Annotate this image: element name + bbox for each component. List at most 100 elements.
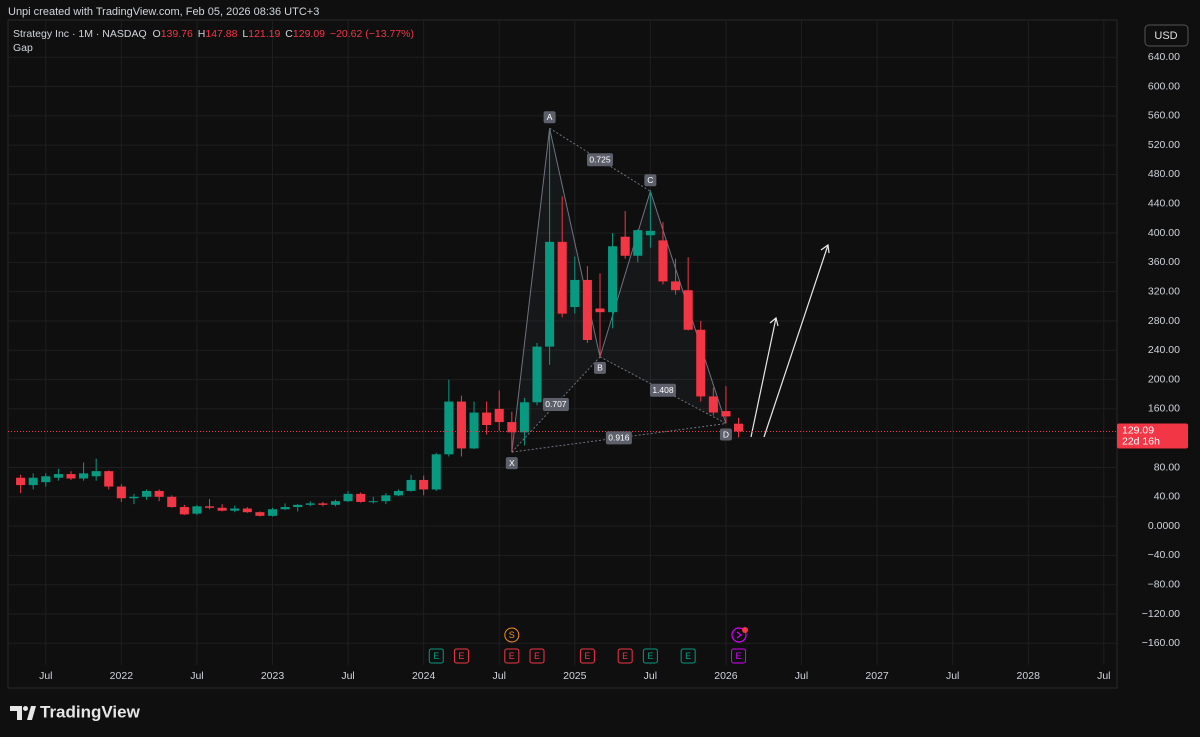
candle-body: [66, 474, 76, 479]
x-tick-label: Jul: [493, 670, 506, 682]
y-tick-label: 40.00: [1154, 491, 1180, 503]
x-tick-label: 2023: [261, 670, 285, 682]
y-tick-label: 400.00: [1148, 227, 1180, 239]
event-label: E: [509, 651, 515, 661]
event-marker[interactable]: [453, 648, 469, 664]
candle-body: [242, 508, 252, 513]
event-label: E: [433, 651, 439, 661]
projection-arrows: [750, 243, 830, 438]
candle-body: [142, 490, 152, 497]
candle-body: [431, 454, 441, 490]
candle-body: [230, 508, 240, 511]
candle-body: [620, 236, 630, 256]
event-marker[interactable]: [504, 627, 520, 643]
y-tick-label: 0.0000: [1148, 520, 1180, 532]
candle-body: [53, 474, 63, 478]
candle-body: [406, 479, 416, 491]
candle-body: [305, 503, 315, 505]
ratio-label: 1.408: [652, 385, 674, 395]
legend-value: 147.88: [205, 28, 237, 40]
candle-body: [570, 279, 580, 308]
event-marker[interactable]: [504, 648, 520, 664]
point-label: X: [509, 458, 515, 468]
event-marker[interactable]: [529, 648, 545, 664]
legend-value: 129.09: [293, 28, 325, 40]
candle-body: [507, 422, 517, 433]
price-tag-value: 129.09: [1122, 424, 1154, 436]
event-label: E: [736, 651, 742, 661]
candle-body: [734, 423, 744, 432]
event-marker[interactable]: [680, 648, 696, 664]
candle-body: [696, 329, 706, 397]
candle-body: [368, 501, 378, 503]
candle-body: [28, 477, 38, 486]
candle-body: [79, 473, 89, 479]
legend-symbol: Strategy Inc · 1M · NASDAQ: [13, 28, 147, 40]
candle-body: [104, 471, 114, 487]
event-marker[interactable]: [642, 648, 658, 664]
y-tick-label: 440.00: [1148, 198, 1180, 210]
ratio-box: [542, 397, 569, 411]
candle-body: [356, 493, 366, 502]
currency-button[interactable]: [1144, 24, 1189, 47]
event-label: E: [622, 651, 628, 661]
y-tick-label: −160.00: [1142, 637, 1180, 649]
candle-body: [330, 501, 341, 505]
event-marker[interactable]: [428, 648, 444, 664]
event-marker[interactable]: [579, 648, 595, 664]
y-tick-label: 520.00: [1148, 139, 1180, 151]
x-tick-label: 2028: [1017, 670, 1041, 682]
overlay: 0.707 0.725 1.408 0.916 X A B C D E E E E E E E E E S: [8, 111, 1117, 664]
ratio-box: [649, 383, 676, 397]
candle-body: [343, 493, 353, 502]
plot-frame: [7, 19, 1118, 689]
candle-body: [595, 308, 605, 313]
legend-label: O: [153, 28, 161, 40]
point-box: [505, 457, 518, 470]
legend-value: 139.76: [161, 28, 193, 40]
point-box: [719, 428, 732, 441]
legend-change: −20.62 (−13.77%): [330, 28, 414, 40]
y-tick-label: 600.00: [1148, 80, 1180, 92]
event-marker[interactable]: [617, 648, 633, 664]
candle-body: [179, 507, 189, 515]
candle-body: [381, 495, 391, 502]
x-tick-label: Jul: [946, 670, 959, 682]
point-box: [593, 361, 606, 374]
candle-body: [41, 476, 51, 483]
footer-bar: [0, 690, 1200, 737]
y-tick-label: 480.00: [1148, 168, 1180, 180]
x-tick-label: 2026: [714, 670, 738, 682]
candle-body: [545, 241, 555, 347]
legend: Strategy Inc · 1M · NASDAQ O139.76 H147.…: [13, 28, 414, 40]
candle-body: [154, 490, 164, 497]
arrow-head: [769, 316, 779, 327]
indicator-name: Gap: [13, 42, 33, 54]
candle-body: [582, 279, 592, 341]
candle-body: [267, 509, 278, 516]
y-tick-label: 160.00: [1148, 403, 1180, 415]
x-tick-label: 2022: [110, 670, 134, 682]
ratio-label: 0.725: [589, 155, 611, 165]
candle-body: [192, 506, 202, 514]
x-tick-label: Jul: [190, 670, 203, 682]
candle-body: [683, 290, 693, 330]
ratio-label: 0.707: [545, 399, 567, 409]
candle-body: [255, 512, 265, 516]
point-label: C: [647, 175, 653, 185]
candle-body: [658, 240, 668, 282]
candle-body: [532, 346, 542, 403]
candle-body: [91, 471, 101, 477]
candle-body: [419, 479, 429, 490]
dividend-badge: [742, 627, 748, 633]
candle-body: [671, 281, 681, 291]
candle-body: [456, 401, 466, 449]
candle-body: [280, 507, 290, 510]
candle-body: [167, 496, 177, 508]
event-label: E: [458, 651, 464, 661]
price-tag: [1117, 423, 1188, 449]
candle-body: [217, 507, 227, 511]
brand: TradingView: [40, 702, 141, 721]
event-marker[interactable]: [731, 648, 747, 664]
